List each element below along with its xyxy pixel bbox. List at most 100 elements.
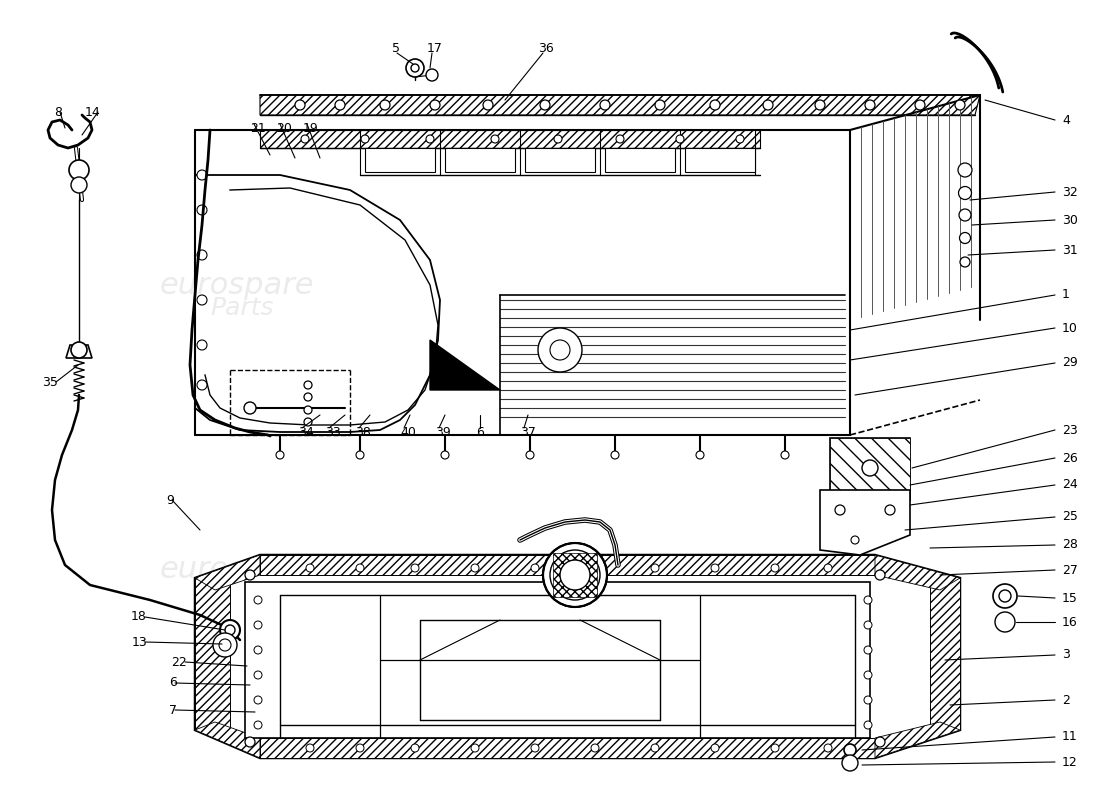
Circle shape: [304, 418, 312, 426]
Circle shape: [886, 505, 895, 515]
Text: Parts: Parts: [210, 580, 274, 604]
Text: 30: 30: [1062, 214, 1078, 226]
Circle shape: [306, 564, 313, 572]
Text: 23: 23: [1062, 423, 1078, 437]
Text: 6: 6: [476, 426, 484, 438]
Circle shape: [254, 646, 262, 654]
Circle shape: [361, 135, 368, 143]
Circle shape: [696, 451, 704, 459]
Circle shape: [304, 393, 312, 401]
Circle shape: [958, 163, 972, 177]
Circle shape: [254, 671, 262, 679]
Circle shape: [356, 451, 364, 459]
Text: 25: 25: [1062, 510, 1078, 523]
Circle shape: [864, 596, 872, 604]
Text: 4: 4: [1062, 114, 1070, 126]
Polygon shape: [430, 340, 500, 390]
Circle shape: [844, 744, 856, 756]
Text: 9: 9: [166, 494, 174, 506]
Circle shape: [276, 451, 284, 459]
Circle shape: [471, 744, 478, 752]
Circle shape: [304, 406, 312, 414]
Circle shape: [197, 205, 207, 215]
Circle shape: [301, 135, 309, 143]
Circle shape: [960, 257, 970, 267]
Circle shape: [220, 620, 240, 640]
Polygon shape: [830, 438, 910, 500]
Circle shape: [254, 721, 262, 729]
Text: Parts: Parts: [210, 296, 274, 320]
Text: 7: 7: [169, 703, 177, 717]
Circle shape: [959, 233, 970, 243]
Text: 26: 26: [1062, 451, 1078, 465]
Text: 10: 10: [1062, 322, 1078, 334]
Circle shape: [213, 633, 236, 657]
Circle shape: [531, 744, 539, 752]
Circle shape: [865, 100, 874, 110]
Text: 17: 17: [427, 42, 443, 54]
Text: 38: 38: [355, 426, 371, 438]
Text: eurospare: eurospare: [160, 555, 315, 585]
Polygon shape: [830, 438, 910, 500]
Text: 21: 21: [250, 122, 266, 134]
Text: eurospare: eurospare: [160, 270, 315, 299]
Polygon shape: [930, 578, 960, 730]
Polygon shape: [874, 555, 960, 590]
Circle shape: [543, 543, 607, 607]
Polygon shape: [365, 148, 435, 172]
Circle shape: [245, 737, 255, 747]
Circle shape: [676, 135, 684, 143]
Circle shape: [600, 100, 610, 110]
Circle shape: [254, 596, 262, 604]
Text: 28: 28: [1062, 538, 1078, 551]
Circle shape: [736, 135, 744, 143]
Circle shape: [304, 381, 312, 389]
Circle shape: [864, 646, 872, 654]
Text: 22: 22: [172, 655, 187, 669]
Circle shape: [471, 564, 478, 572]
Circle shape: [550, 340, 570, 360]
Polygon shape: [245, 582, 870, 738]
Polygon shape: [820, 490, 910, 555]
Circle shape: [864, 721, 872, 729]
Text: 1: 1: [1062, 289, 1070, 302]
Circle shape: [654, 100, 666, 110]
Circle shape: [244, 402, 256, 414]
Circle shape: [295, 100, 305, 110]
Circle shape: [197, 295, 207, 305]
Circle shape: [406, 59, 424, 77]
Text: 5: 5: [392, 42, 400, 54]
Text: 13: 13: [131, 635, 147, 649]
Circle shape: [591, 744, 600, 752]
Polygon shape: [874, 722, 960, 758]
Circle shape: [864, 671, 872, 679]
Circle shape: [824, 744, 832, 752]
Polygon shape: [260, 738, 874, 758]
Circle shape: [993, 584, 1018, 608]
Text: 32: 32: [1062, 186, 1078, 198]
Text: 12: 12: [1062, 755, 1078, 769]
Polygon shape: [605, 148, 675, 172]
Text: 40: 40: [400, 426, 416, 438]
Text: 14: 14: [85, 106, 100, 118]
Circle shape: [538, 328, 582, 372]
Circle shape: [379, 100, 390, 110]
Circle shape: [441, 451, 449, 459]
Circle shape: [842, 755, 858, 771]
Circle shape: [651, 744, 659, 752]
Polygon shape: [553, 553, 597, 597]
Circle shape: [356, 744, 364, 752]
Circle shape: [430, 100, 440, 110]
Circle shape: [915, 100, 925, 110]
Polygon shape: [195, 722, 260, 758]
Text: 29: 29: [1062, 357, 1078, 370]
Circle shape: [550, 550, 600, 600]
Circle shape: [336, 100, 345, 110]
Text: 11: 11: [1062, 730, 1078, 743]
Text: 8: 8: [54, 106, 62, 118]
Circle shape: [996, 612, 1015, 632]
Circle shape: [824, 564, 832, 572]
Polygon shape: [66, 345, 92, 358]
Polygon shape: [195, 555, 260, 590]
Circle shape: [560, 560, 590, 590]
